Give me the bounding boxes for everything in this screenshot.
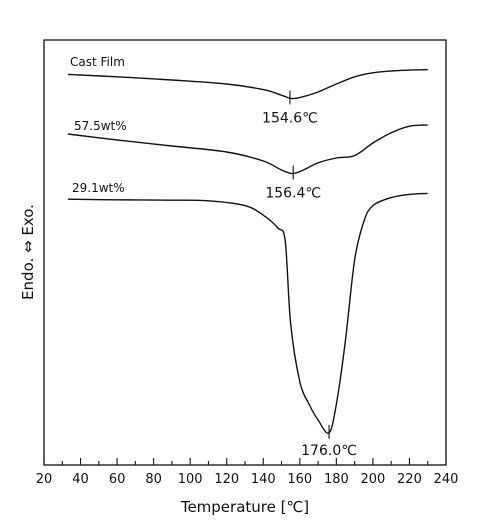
x-tick-label: 80	[145, 472, 162, 487]
peak-label: 156.4℃	[265, 186, 321, 202]
curves	[67, 68, 428, 434]
peak-label: 154.6℃	[262, 110, 318, 126]
x-tick-label: 180	[324, 472, 349, 487]
x-tick-label: 140	[251, 472, 276, 487]
series-curve	[67, 68, 428, 100]
x-tick-label: 160	[287, 472, 312, 487]
series-label: Cast Film	[70, 55, 125, 69]
series-label: 29.1wt%	[72, 181, 125, 195]
series-label: 57.5wt%	[74, 119, 127, 133]
y-axis-title: Endo. ⇔ Exo.	[19, 204, 37, 300]
x-tick-label: 240	[434, 472, 459, 487]
x-tick-label: 220	[397, 472, 422, 487]
x-axis: 20 40 60 80 100 120 140 160 180 200 220 240	[36, 458, 459, 487]
x-axis-title: Temperature [℃]	[180, 498, 309, 516]
peak-label: 176.0℃	[301, 443, 357, 459]
x-tick-label: 120	[214, 472, 239, 487]
series-curve	[67, 192, 428, 434]
x-tick-label: 60	[109, 472, 126, 487]
series-curve	[67, 124, 428, 175]
x-tick-label: 40	[72, 472, 89, 487]
plot-frame	[43, 39, 447, 466]
x-tick-label: 100	[178, 472, 203, 487]
series-labels: Cast Film 154.6℃ 57.5wt% 156.4℃ 29.1wt% 176.0…	[70, 55, 357, 459]
x-tick-label: 200	[360, 472, 385, 487]
x-tick-label: 20	[36, 472, 53, 487]
